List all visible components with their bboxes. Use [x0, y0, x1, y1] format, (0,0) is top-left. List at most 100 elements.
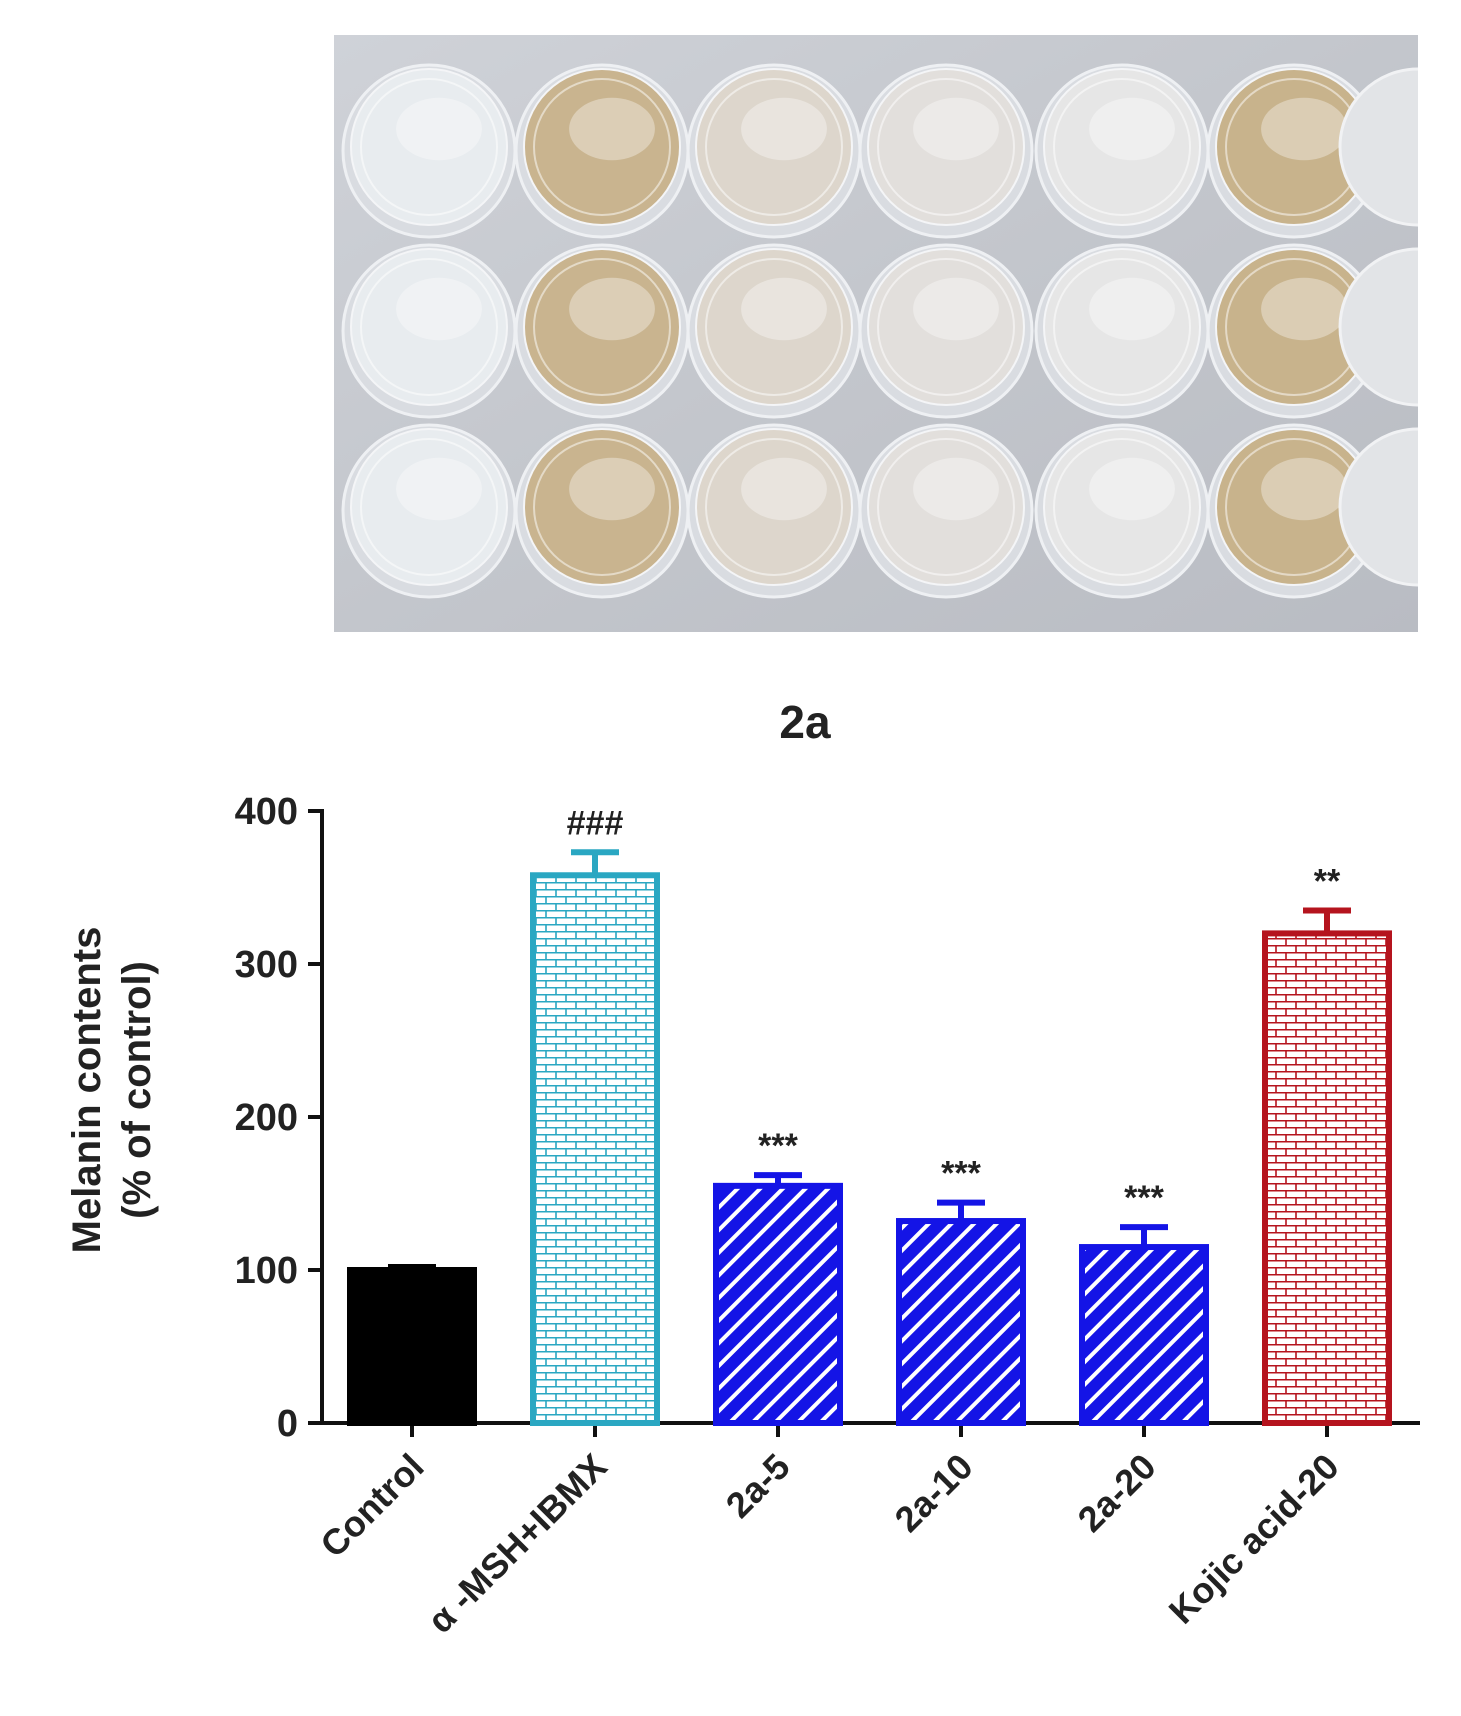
well-highlight [396, 457, 482, 521]
well-grid [341, 63, 1418, 599]
well [858, 63, 1034, 239]
well-liquid [1043, 68, 1201, 226]
well-highlight [1089, 457, 1175, 521]
well-inner-ring [533, 438, 671, 576]
well-inner-ring [877, 78, 1015, 216]
well-highlight [741, 277, 827, 341]
bar [1262, 930, 1392, 1427]
well-edge [1338, 67, 1418, 227]
well-highlight [1089, 277, 1175, 341]
x-tick-label: α -MSH+IBMX [419, 1446, 614, 1641]
well [1206, 243, 1382, 419]
well-edge [1338, 427, 1418, 587]
y-tick-label: 0 [277, 1403, 298, 1445]
well-liquid [867, 68, 1025, 226]
well [858, 423, 1034, 599]
bar [713, 1182, 843, 1426]
well-inner-ring [533, 78, 671, 216]
well-highlight [741, 97, 827, 161]
error-bars [388, 849, 1351, 1270]
well-highlight [1261, 277, 1347, 341]
significance-label: ** [1314, 862, 1341, 900]
x-tick-label: 2a-5 [718, 1446, 798, 1526]
well-highlight [569, 97, 655, 161]
cell-plate-photo [334, 35, 1418, 632]
x-tick-label: 2a-20 [1070, 1446, 1164, 1540]
significance-label: *** [758, 1127, 798, 1165]
well-inner-ring [1053, 438, 1191, 576]
well-inner-ring [705, 78, 843, 216]
well-inner-ring [360, 78, 498, 216]
chart-title: 2a [779, 696, 831, 748]
well-inner-ring [877, 258, 1015, 396]
well [514, 423, 690, 599]
well-highlight [1261, 97, 1347, 161]
well-inner-ring [1053, 78, 1191, 216]
x-tick-label: Kojic acid-20 [1161, 1446, 1347, 1632]
well-liquid [867, 248, 1025, 406]
well-inner-ring [705, 438, 843, 576]
well-liquid [523, 68, 681, 226]
x-tick-label: Control [312, 1446, 431, 1565]
axes: 0 100 200 300 400 [235, 791, 1420, 1445]
well-liquid [523, 248, 681, 406]
well-liquid [523, 428, 681, 586]
well-highlight [741, 457, 827, 521]
well-highlight [569, 277, 655, 341]
y-tick-label: 100 [235, 1250, 298, 1292]
well-highlight [396, 97, 482, 161]
y-axis-title-line-1: Melanin contents [65, 927, 109, 1254]
well-inner-ring [360, 258, 498, 396]
well [1206, 63, 1382, 239]
well-inner-ring [533, 258, 671, 396]
well-highlight [913, 457, 999, 521]
well-liquid [867, 428, 1025, 586]
bar [896, 1218, 1026, 1427]
well [1034, 63, 1210, 239]
bars [347, 872, 1392, 1427]
significance-label: *** [1124, 1179, 1164, 1217]
well [341, 423, 517, 599]
bar [1079, 1244, 1209, 1427]
well-edge [1338, 247, 1418, 407]
y-tick-label: 400 [235, 791, 298, 833]
well [1206, 423, 1382, 599]
well-highlight [569, 457, 655, 521]
well-highlight [913, 97, 999, 161]
well [1034, 423, 1210, 599]
well-liquid [1043, 248, 1201, 406]
well-liquid [695, 248, 853, 406]
well [686, 243, 862, 419]
y-tick-label: 300 [235, 944, 298, 986]
significance-label: ### [567, 804, 624, 842]
well [1034, 243, 1210, 419]
x-tick-label: 2a-10 [887, 1446, 981, 1540]
well [514, 243, 690, 419]
well-liquid [350, 68, 508, 226]
bar [530, 872, 660, 1426]
well-highlight [1261, 457, 1347, 521]
well-highlight [913, 277, 999, 341]
well-inner-ring [877, 438, 1015, 576]
well [686, 63, 862, 239]
well [514, 63, 690, 239]
significance-label: *** [941, 1155, 981, 1193]
well-inner-ring [1053, 258, 1191, 396]
well-liquid [350, 248, 508, 406]
well-liquid [1043, 428, 1201, 586]
well-inner-ring [360, 438, 498, 576]
well [858, 243, 1034, 419]
well-liquid [695, 68, 853, 226]
y-tick-label: 200 [235, 1097, 298, 1139]
y-axis-title-line-2: (% of control) [115, 961, 159, 1219]
bar [347, 1267, 477, 1426]
well [686, 423, 862, 599]
well [341, 243, 517, 419]
well-inner-ring [705, 258, 843, 396]
well-highlight [396, 277, 482, 341]
well-liquid [695, 428, 853, 586]
well-liquid [350, 428, 508, 586]
well-highlight [1089, 97, 1175, 161]
y-axis-title: Melanin contents (% of control) [65, 927, 159, 1254]
